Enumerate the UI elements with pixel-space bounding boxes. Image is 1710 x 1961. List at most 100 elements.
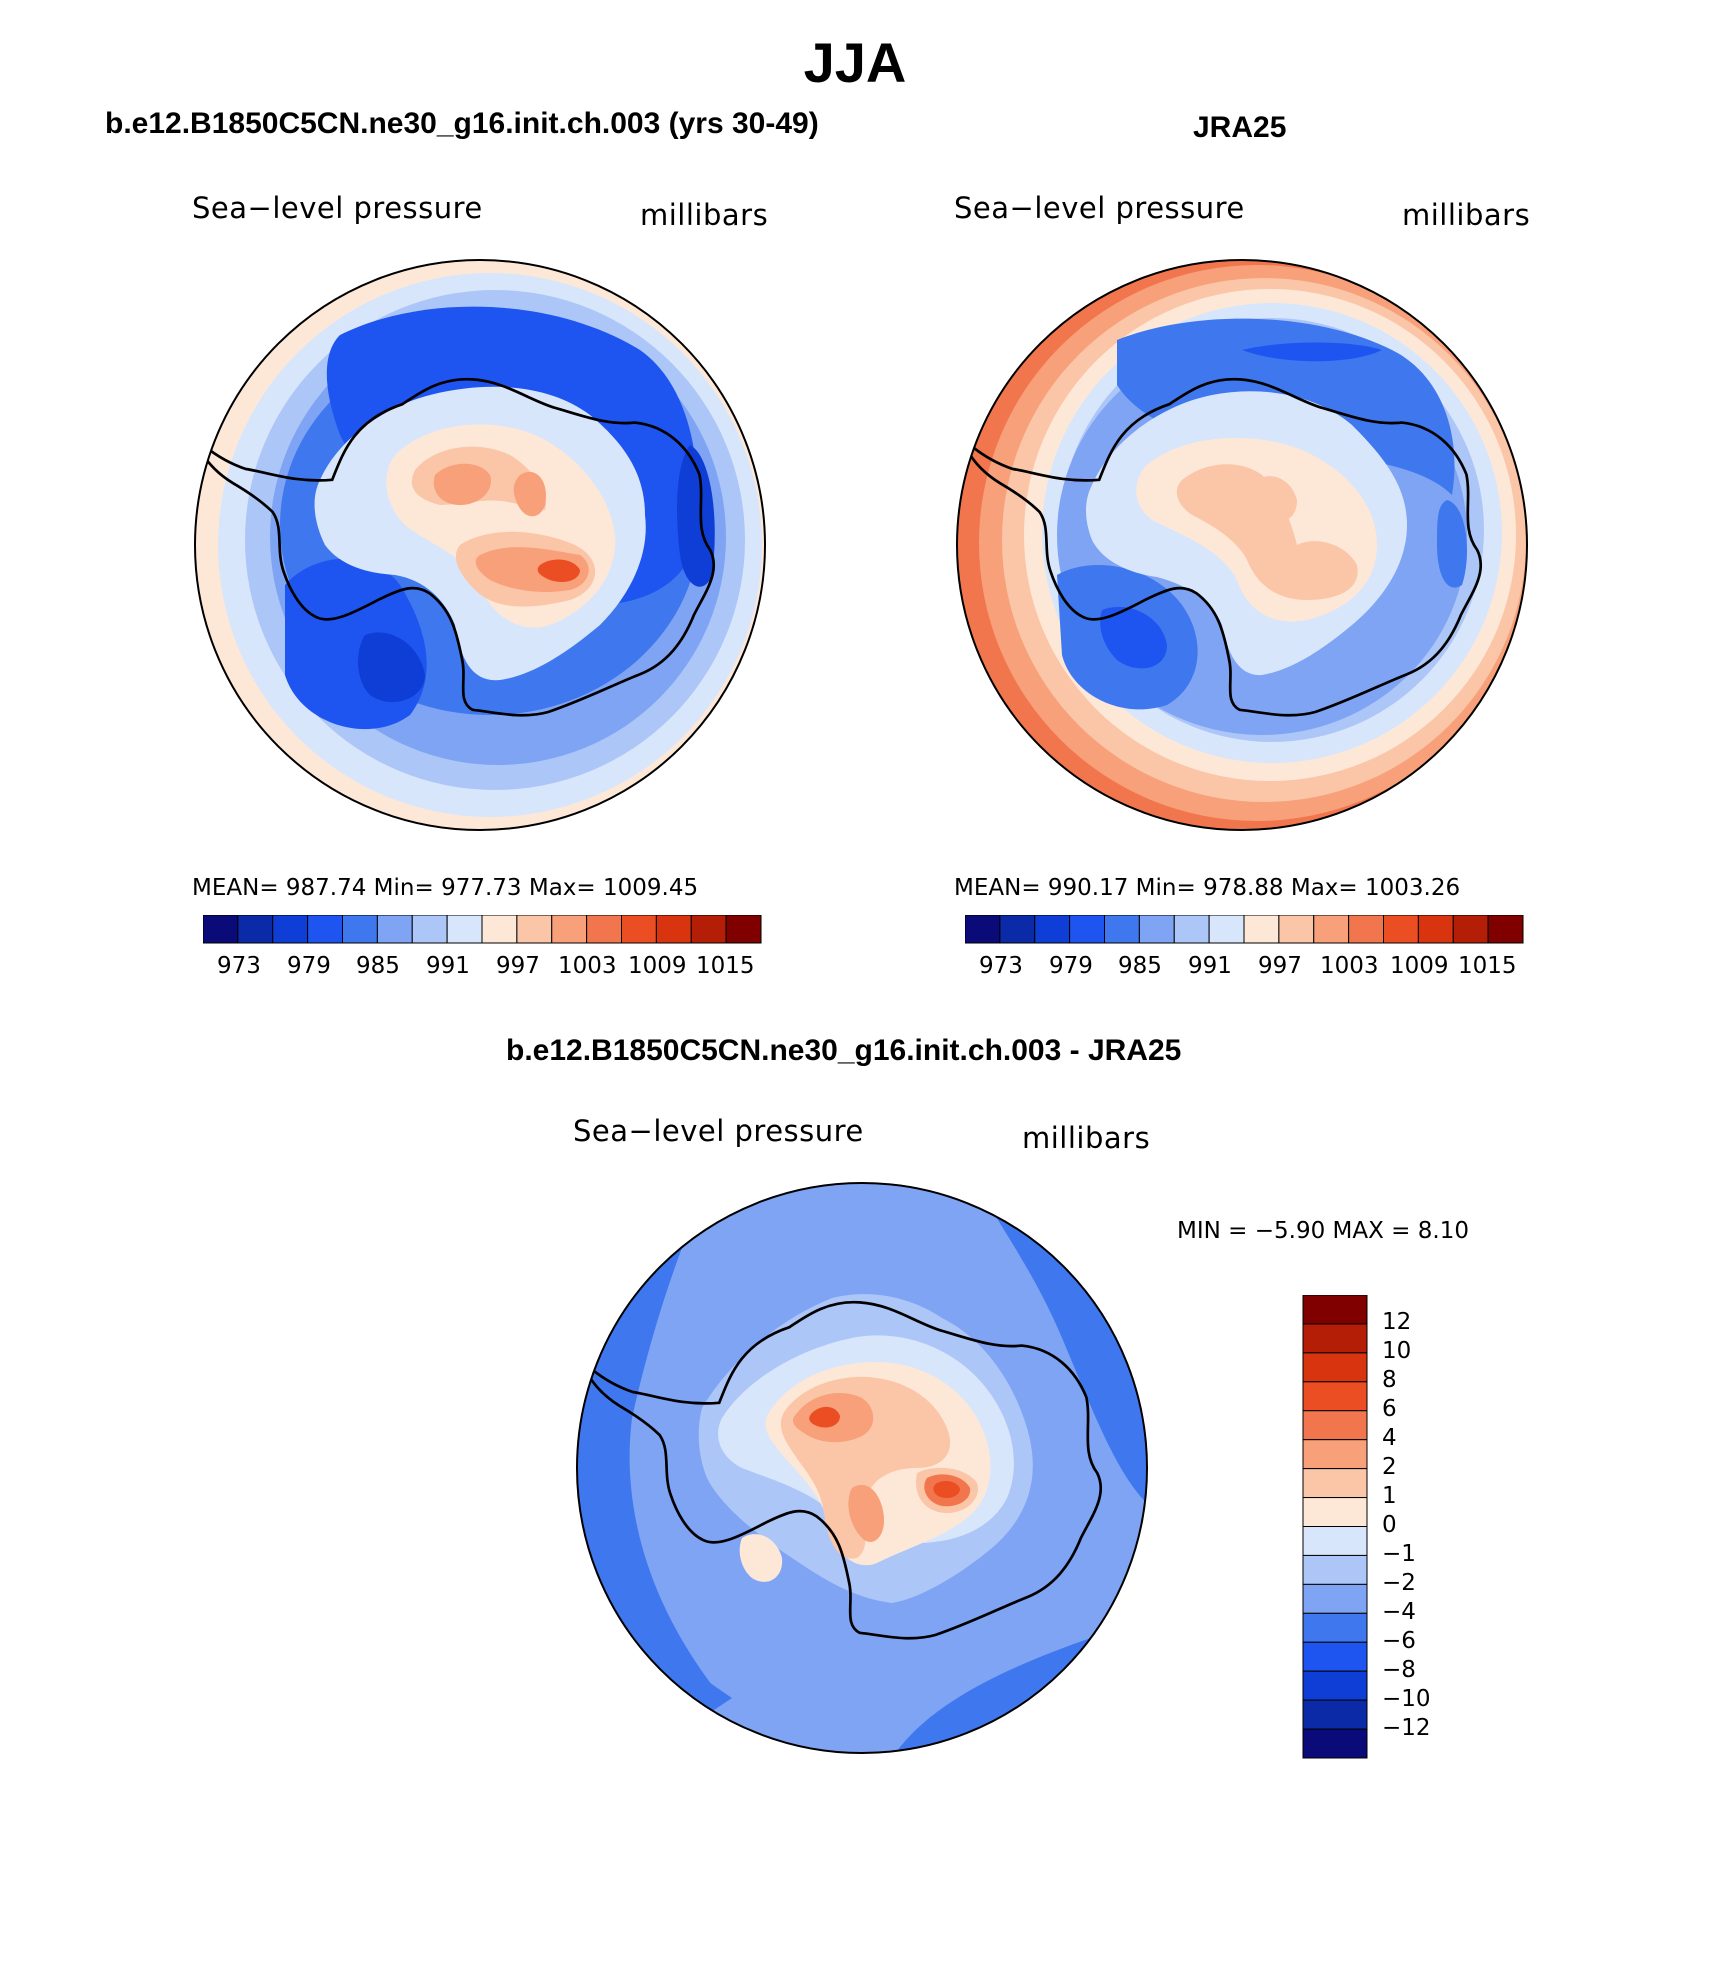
- colorbar-swatch: [1173, 915, 1210, 944]
- cb-label: 985: [356, 953, 400, 979]
- model-colorbar: [203, 915, 762, 944]
- cb-label: 1003: [558, 953, 617, 979]
- colorbar-swatch: [1302, 1381, 1368, 1412]
- cb-label: 1009: [1390, 953, 1449, 979]
- obs-colorbar-labels: 973 979 985 991 997 1003 1009 1015: [965, 953, 1525, 983]
- cb-label: 4: [1382, 1425, 1397, 1451]
- cb-label: −4: [1382, 1599, 1416, 1625]
- colorbar-swatch: [1487, 915, 1524, 944]
- colorbar-swatch: [725, 915, 762, 944]
- obs-colorbar: [965, 915, 1524, 944]
- diff-units-label: millibars: [1022, 1121, 1151, 1155]
- colorbar-swatch: [237, 915, 274, 944]
- colorbar-swatch: [1452, 915, 1489, 944]
- model-panel-title: b.e12.B1850C5CN.ne30_g16.init.ch.003 (yr…: [105, 107, 819, 140]
- cb-label: 973: [979, 953, 1023, 979]
- obs-variable-label: Sea−level pressure: [954, 191, 1245, 225]
- diff-panel-title: b.e12.B1850C5CN.ne30_g16.init.ch.003 - J…: [506, 1034, 1182, 1067]
- cb-label: 0: [1382, 1512, 1397, 1538]
- colorbar-swatch: [1302, 1583, 1368, 1614]
- cb-label: −12: [1382, 1715, 1431, 1741]
- colorbar-swatch: [446, 915, 483, 944]
- obs-units-label: millibars: [1402, 198, 1531, 232]
- cb-label: 1003: [1320, 953, 1379, 979]
- colorbar-swatch: [1302, 1526, 1368, 1556]
- cb-label: −2: [1382, 1570, 1416, 1596]
- model-colorbar-labels: 973 979 985 991 997 1003 1009 1015: [203, 953, 763, 983]
- cb-label: 991: [1188, 953, 1232, 979]
- diff-variable-label: Sea−level pressure: [573, 1114, 864, 1148]
- obs-stats: MEAN= 990.17 Min= 978.88 Max= 1003.26: [954, 875, 1461, 901]
- cb-label: −10: [1382, 1686, 1431, 1712]
- figure-title: JJA: [803, 31, 907, 94]
- cb-label: 973: [217, 953, 261, 979]
- cb-label: −1: [1382, 1541, 1416, 1567]
- cb-label: 8: [1382, 1367, 1397, 1393]
- obs-panel-title: JRA25: [1193, 111, 1287, 144]
- colorbar-swatch: [1302, 1699, 1368, 1730]
- colorbar-swatch: [272, 915, 309, 944]
- colorbar-swatch: [1302, 1439, 1368, 1470]
- colorbar-swatch: [376, 915, 413, 944]
- cb-label: 985: [1118, 953, 1162, 979]
- cb-label: 6: [1382, 1396, 1397, 1422]
- cb-label: 979: [1049, 953, 1093, 979]
- cb-label: 1015: [1458, 953, 1517, 979]
- cb-label: −6: [1382, 1628, 1416, 1654]
- colorbar-swatch: [411, 915, 448, 944]
- colorbar-swatch: [1302, 1554, 1368, 1585]
- colorbar-swatch: [1302, 1352, 1368, 1383]
- model-variable-label: Sea−level pressure: [192, 191, 483, 225]
- colorbar-swatch: [1348, 915, 1385, 944]
- cb-label: −8: [1382, 1657, 1416, 1683]
- colorbar-swatch: [965, 915, 1001, 944]
- cb-label: 991: [426, 953, 470, 979]
- cb-label: 979: [287, 953, 331, 979]
- colorbar-swatch: [342, 915, 378, 944]
- diff-polar-map: [576, 1182, 1148, 1754]
- colorbar-swatch: [1302, 1295, 1368, 1325]
- cb-label: 997: [496, 953, 540, 979]
- colorbar-swatch: [1302, 1670, 1368, 1701]
- colorbar-swatch: [1034, 915, 1071, 944]
- colorbar-swatch: [481, 915, 518, 944]
- colorbar-swatch: [1383, 915, 1419, 944]
- obs-polar-map: [956, 259, 1528, 831]
- colorbar-swatch: [1302, 1641, 1368, 1672]
- colorbar-swatch: [1313, 915, 1350, 944]
- colorbar-swatch: [1243, 915, 1280, 944]
- colorbar-swatch: [551, 915, 588, 944]
- diff-colorbar: [1302, 1295, 1368, 1759]
- colorbar-swatch: [655, 915, 692, 944]
- colorbar-swatch: [1302, 1323, 1368, 1354]
- colorbar-swatch: [1104, 915, 1140, 944]
- cb-label: 1015: [696, 953, 755, 979]
- colorbar-swatch: [1302, 1497, 1368, 1527]
- colorbar-swatch: [1278, 915, 1315, 944]
- cb-label: 1009: [628, 953, 687, 979]
- colorbar-swatch: [203, 915, 239, 944]
- colorbar-swatch: [690, 915, 727, 944]
- model-polar-map: [194, 259, 766, 831]
- colorbar-swatch: [1208, 915, 1245, 944]
- colorbar-swatch: [999, 915, 1036, 944]
- colorbar-swatch: [1069, 915, 1106, 944]
- diff-minmax: MIN = −5.90 MAX = 8.10: [1177, 1218, 1469, 1244]
- cb-label: 2: [1382, 1454, 1397, 1480]
- colorbar-swatch: [1302, 1410, 1368, 1441]
- cb-label: 12: [1382, 1309, 1412, 1335]
- colorbar-swatch: [586, 915, 623, 944]
- colorbar-swatch: [1302, 1612, 1368, 1643]
- cb-label: 1: [1382, 1483, 1397, 1509]
- colorbar-swatch: [1138, 915, 1175, 944]
- colorbar-swatch: [1417, 915, 1454, 944]
- cb-label: 10: [1382, 1338, 1412, 1364]
- colorbar-swatch: [307, 915, 344, 944]
- colorbar-swatch: [621, 915, 657, 944]
- colorbar-swatch: [1302, 1728, 1368, 1759]
- diff-colorbar-labels: 12 10 8 6 4 2 1 0 −1 −2 −4 −6 −8 −10 −12: [1382, 1295, 1462, 1760]
- model-stats: MEAN= 987.74 Min= 977.73 Max= 1009.45: [192, 875, 699, 901]
- colorbar-swatch: [516, 915, 553, 944]
- colorbar-swatch: [1302, 1468, 1368, 1499]
- model-units-label: millibars: [640, 198, 769, 232]
